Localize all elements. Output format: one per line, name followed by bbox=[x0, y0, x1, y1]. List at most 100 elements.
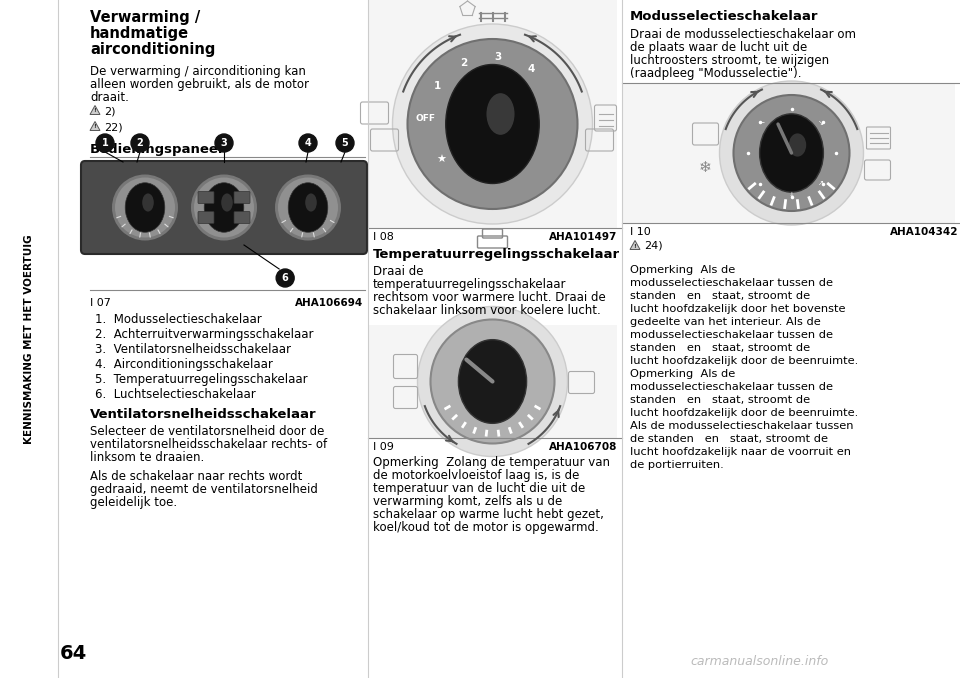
Circle shape bbox=[430, 319, 555, 443]
Text: luchtroosters stroomt, te wijzigen: luchtroosters stroomt, te wijzigen bbox=[630, 54, 829, 67]
Text: modusselectieschakelaar tussen de: modusselectieschakelaar tussen de bbox=[630, 382, 833, 392]
Circle shape bbox=[393, 24, 592, 224]
Text: linksom te draaien.: linksom te draaien. bbox=[90, 451, 204, 464]
Text: Temperatuurregelingsschakelaar: Temperatuurregelingsschakelaar bbox=[373, 248, 620, 261]
Text: gedraaid, neemt de ventilatorsnelheid: gedraaid, neemt de ventilatorsnelheid bbox=[90, 483, 318, 496]
Text: alleen worden gebruikt, als de motor: alleen worden gebruikt, als de motor bbox=[90, 78, 309, 91]
Text: Verwarming /: Verwarming / bbox=[90, 10, 201, 25]
Text: gedeelte van het interieur. Als de: gedeelte van het interieur. Als de bbox=[630, 317, 821, 327]
Circle shape bbox=[194, 178, 254, 237]
Text: lucht hoofdzakelijk door de beenruimte.: lucht hoofdzakelijk door de beenruimte. bbox=[630, 356, 858, 366]
Circle shape bbox=[418, 306, 567, 456]
Text: Opmerking  Als de: Opmerking Als de bbox=[630, 369, 735, 379]
Text: 4: 4 bbox=[304, 138, 311, 148]
Ellipse shape bbox=[445, 64, 540, 184]
Text: geleidelijk toe.: geleidelijk toe. bbox=[90, 496, 178, 509]
Text: 2.  Achterruitverwarmingsschakelaar: 2. Achterruitverwarmingsschakelaar bbox=[95, 328, 314, 341]
Text: carmanualsonline.info: carmanualsonline.info bbox=[691, 655, 829, 668]
Text: ↓: ↓ bbox=[788, 192, 795, 198]
Circle shape bbox=[276, 269, 294, 287]
Text: Selecteer de ventilatorsnelheid door de: Selecteer de ventilatorsnelheid door de bbox=[90, 425, 324, 438]
Circle shape bbox=[719, 81, 863, 225]
Text: Opmerking  Als de: Opmerking Als de bbox=[630, 265, 735, 275]
Text: ↘: ↘ bbox=[818, 120, 824, 126]
Text: ❄: ❄ bbox=[699, 161, 712, 176]
FancyBboxPatch shape bbox=[198, 191, 214, 203]
Text: Modusselectieschakelaar: Modusselectieschakelaar bbox=[630, 10, 819, 23]
Text: airconditioning: airconditioning bbox=[90, 42, 215, 57]
Text: 2: 2 bbox=[136, 138, 143, 148]
Polygon shape bbox=[90, 121, 100, 130]
Circle shape bbox=[96, 134, 114, 152]
Text: Draai de modusselectieschakelaar om: Draai de modusselectieschakelaar om bbox=[630, 28, 856, 41]
Text: I 09: I 09 bbox=[373, 442, 394, 452]
Text: 3: 3 bbox=[221, 138, 228, 148]
Text: ↗: ↗ bbox=[818, 180, 824, 186]
Text: temperatuur van de lucht die uit de: temperatuur van de lucht die uit de bbox=[373, 482, 586, 495]
Text: koel/koud tot de motor is opgewarmd.: koel/koud tot de motor is opgewarmd. bbox=[373, 521, 599, 534]
FancyBboxPatch shape bbox=[81, 161, 367, 254]
Text: Bedieningspaneel: Bedieningspaneel bbox=[90, 143, 224, 156]
Ellipse shape bbox=[305, 193, 317, 212]
Text: Als de modusselectieschakelaar tussen: Als de modusselectieschakelaar tussen bbox=[630, 421, 853, 431]
Circle shape bbox=[407, 39, 578, 209]
Text: 24): 24) bbox=[644, 241, 662, 251]
Polygon shape bbox=[90, 106, 100, 115]
Text: schakelaar linksom voor koelere lucht.: schakelaar linksom voor koelere lucht. bbox=[373, 304, 601, 317]
Text: KENNISMAKING MET HET VOERTUIG: KENNISMAKING MET HET VOERTUIG bbox=[24, 234, 34, 444]
Text: lucht hoofdzakelijk naar de voorruit en: lucht hoofdzakelijk naar de voorruit en bbox=[630, 447, 851, 457]
Text: 1: 1 bbox=[102, 138, 108, 148]
Text: 3.  Ventilatorsnelheidsschakelaar: 3. Ventilatorsnelheidsschakelaar bbox=[95, 343, 291, 356]
Circle shape bbox=[299, 134, 317, 152]
Text: verwarming komt, zelfs als u de: verwarming komt, zelfs als u de bbox=[373, 495, 563, 508]
Text: ventilatorsnelheidsschakelaar rechts- of: ventilatorsnelheidsschakelaar rechts- of bbox=[90, 438, 327, 451]
Circle shape bbox=[131, 134, 149, 152]
Text: 5: 5 bbox=[342, 138, 348, 148]
Ellipse shape bbox=[142, 193, 154, 212]
Text: 2: 2 bbox=[461, 58, 468, 68]
Text: !: ! bbox=[93, 125, 96, 129]
Text: 22): 22) bbox=[104, 122, 123, 132]
Text: AHA106694: AHA106694 bbox=[295, 298, 363, 308]
Text: standen   en   staat, stroomt de: standen en staat, stroomt de bbox=[630, 395, 810, 405]
Circle shape bbox=[733, 95, 850, 211]
Text: AHA106708: AHA106708 bbox=[548, 442, 617, 452]
Text: de standen   en   staat, stroomt de: de standen en staat, stroomt de bbox=[630, 434, 828, 444]
Bar bbox=[622, 83, 955, 223]
Circle shape bbox=[215, 134, 233, 152]
Circle shape bbox=[191, 174, 257, 241]
Text: De verwarming / airconditioning kan: De verwarming / airconditioning kan bbox=[90, 65, 306, 78]
Text: standen   en   staat, stroomt de: standen en staat, stroomt de bbox=[630, 343, 810, 353]
Text: OFF: OFF bbox=[416, 114, 436, 123]
Bar bbox=[368, 0, 617, 228]
Ellipse shape bbox=[789, 134, 806, 157]
Text: 1: 1 bbox=[434, 81, 442, 91]
Text: 3: 3 bbox=[494, 52, 502, 62]
Ellipse shape bbox=[288, 183, 327, 233]
Text: Draai de: Draai de bbox=[373, 265, 423, 278]
Text: !: ! bbox=[93, 108, 96, 113]
Circle shape bbox=[112, 174, 178, 241]
Text: !: ! bbox=[634, 243, 636, 249]
Text: I 10: I 10 bbox=[630, 227, 651, 237]
Text: handmatige: handmatige bbox=[90, 26, 189, 41]
Text: de portierruiten.: de portierruiten. bbox=[630, 460, 724, 470]
FancyBboxPatch shape bbox=[234, 212, 250, 224]
Text: AHA104342: AHA104342 bbox=[890, 227, 958, 237]
Text: Ventilatorsnelheidsschakelaar: Ventilatorsnelheidsschakelaar bbox=[90, 408, 317, 421]
Ellipse shape bbox=[204, 183, 244, 233]
Text: modusselectieschakelaar tussen de: modusselectieschakelaar tussen de bbox=[630, 278, 833, 288]
Text: 4: 4 bbox=[527, 64, 535, 74]
Text: 6: 6 bbox=[282, 273, 289, 283]
Text: I 08: I 08 bbox=[373, 232, 394, 242]
Circle shape bbox=[115, 178, 175, 237]
Text: 6.  Luchtselectieschakelaar: 6. Luchtselectieschakelaar bbox=[95, 388, 255, 401]
FancyBboxPatch shape bbox=[198, 212, 214, 224]
Text: lucht hoofdzakelijk door de beenruimte.: lucht hoofdzakelijk door de beenruimte. bbox=[630, 408, 858, 418]
Text: 1.  Modusselectieschakelaar: 1. Modusselectieschakelaar bbox=[95, 313, 262, 326]
Circle shape bbox=[336, 134, 354, 152]
Text: de motorkoelvloeistof laag is, is de: de motorkoelvloeistof laag is, is de bbox=[373, 469, 580, 482]
Text: draait.: draait. bbox=[90, 91, 129, 104]
Text: ★: ★ bbox=[436, 155, 445, 165]
FancyBboxPatch shape bbox=[234, 191, 250, 203]
